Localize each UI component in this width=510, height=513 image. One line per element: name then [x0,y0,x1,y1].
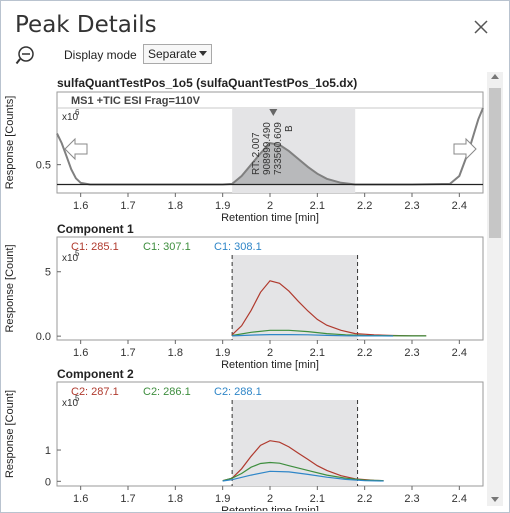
x-tick-label: 2.1 [310,200,325,212]
y-axis-label: Response [Count] [4,390,16,478]
y-multiplier-label: x10 [62,112,79,123]
x-tick-label: 2.2 [357,200,372,212]
y-tick-label: 1 [45,445,51,457]
x-tick-label: 1.7 [120,200,135,212]
scroll-right-arrow[interactable] [453,137,477,161]
y-multiplier-label: x10 [62,398,79,409]
x-axis-label: Retention time [min] [221,359,319,371]
charts-panel[interactable]: sulfaQuantTestPos_1o5 (sulfaQuantTestPos… [0,72,487,511]
x-tick-label: 2.2 [357,493,372,505]
peak-annotation: B [284,125,295,132]
x-axis-label: Retention time [min] [221,212,319,224]
x-tick-label: 1.6 [73,347,88,359]
x-tick-label: 2 [267,200,273,212]
x-tick-label: 2.4 [452,493,467,505]
chevron-down-icon [199,51,207,56]
peak-area-fill [232,143,356,185]
y-exponent-label: 5 [75,394,80,403]
series-line [222,470,384,482]
peak-annotation: 908999.490 [262,122,273,175]
x-tick-label: 1.7 [120,493,135,505]
display-mode-value: Separate [148,47,197,61]
x-tick-label: 1.8 [168,493,183,505]
y-axis-label: Response [Counts] [4,96,16,190]
legend-item: C2: 287.1 [71,386,119,398]
x-tick-label: 1.8 [168,347,183,359]
series-line [232,334,394,337]
chart-subtitle: MS1 +TIC ESI Frag=110V [71,95,201,107]
x-tick-label: 2.1 [310,493,325,505]
x-tick-label: 2 [267,347,273,359]
zoom-out-icon[interactable] [15,44,37,66]
y-exponent-label: 6 [75,108,80,117]
y-axis-label: Response [Count] [4,244,16,332]
legend-item: C2: 288.1 [214,386,262,398]
y-exponent-label: 5 [75,249,80,258]
x-tick-label: 1.9 [215,200,230,212]
chart-title: Component 1 [57,222,134,236]
scroll-down-icon[interactable] [491,497,499,502]
x-tick-label: 2.1 [310,347,325,359]
x-tick-label: 2.4 [452,347,467,359]
legend-item: C1: 307.1 [143,241,191,253]
x-tick-label: 2 [267,493,273,505]
display-mode-select[interactable]: Separate [143,44,212,64]
peak-annotation: RT: 2.007 [251,132,262,175]
x-tick-label: 1.7 [120,347,135,359]
chart-title: sulfaQuantTestPos_1o5 (sulfaQuantTestPos… [57,76,357,90]
series-line [222,440,384,482]
close-icon[interactable] [472,18,490,36]
x-axis-label: Retention time [min] [221,505,319,511]
integration-region [232,400,358,486]
x-tick-label: 1.9 [215,347,230,359]
legend-item: C2: 286.1 [143,386,191,398]
y-multiplier-label: x10 [62,253,79,264]
series-line [222,461,384,482]
y-tick-label: 0.0 [36,331,51,343]
peak-annotation: 733560.609 [273,122,284,175]
x-tick-label: 2.3 [404,347,419,359]
x-tick-label: 2.4 [452,200,467,212]
x-tick-label: 1.6 [73,200,88,212]
y-tick-label: 0 [45,476,51,488]
x-tick-label: 1.9 [215,493,230,505]
vertical-scrollbar[interactable] [487,72,503,506]
y-tick-label: 5 [45,267,51,279]
scrollbar-thumb[interactable] [489,88,501,238]
display-mode-label: Display mode [64,48,137,62]
x-tick-label: 1.8 [168,200,183,212]
charts-canvas: sulfaQuantTestPos_1o5 (sulfaQuantTestPos… [4,76,484,511]
x-tick-label: 1.6 [73,493,88,505]
legend-item: C1: 285.1 [71,241,119,253]
chart-title: Component 2 [57,367,134,381]
x-tick-label: 2.3 [404,493,419,505]
x-tick-label: 2.3 [404,200,419,212]
peak-apex-marker [269,109,278,116]
scroll-left-arrow[interactable] [64,137,88,161]
y-tick-label: 0.5 [36,160,51,172]
scroll-up-icon[interactable] [491,74,499,79]
legend-item: C1: 308.1 [214,241,262,253]
window-title: Peak Details [15,12,157,38]
x-tick-label: 2.2 [357,347,372,359]
